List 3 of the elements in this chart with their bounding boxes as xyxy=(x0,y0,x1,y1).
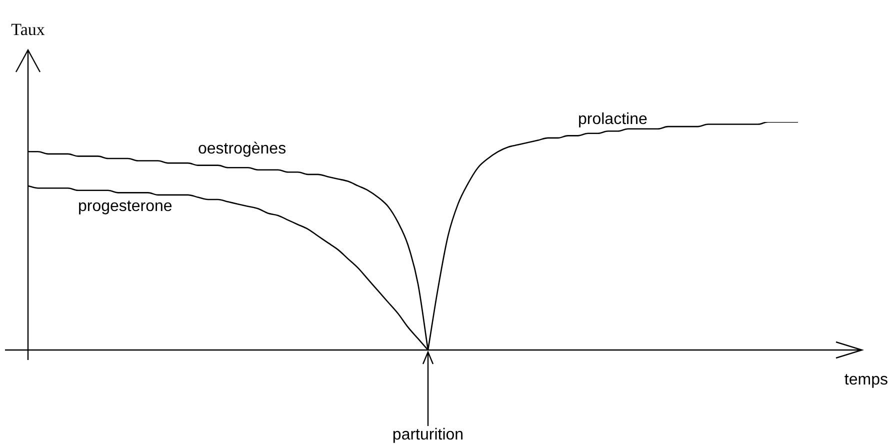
text: parturition xyxy=(392,426,464,444)
x-axis-title: temps xyxy=(844,371,888,388)
y-axis-title: Taux xyxy=(11,20,46,39)
